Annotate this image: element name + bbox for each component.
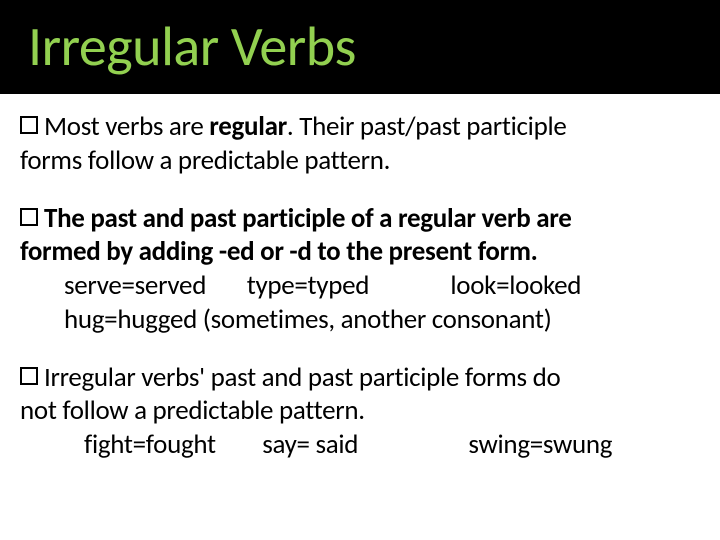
p1-lead: Most verbs are — [44, 110, 209, 143]
bullet-square-icon — [20, 367, 38, 385]
p2-bold1: The past and past participle of a regula… — [44, 202, 572, 235]
content-area: Most verbs are regular. Their past/past … — [0, 94, 720, 462]
bullet-square-icon — [20, 208, 38, 226]
p3-line1: Irregular verbs' past and past participl… — [44, 361, 560, 394]
p1-bold: regular — [209, 110, 287, 143]
p2-bold2: formed by adding -ed or -d to the presen… — [20, 235, 538, 268]
p2-example1: serve=served type=typed look=looked — [20, 269, 700, 303]
paragraph-1: Most verbs are regular. Their past/past … — [20, 110, 700, 178]
p1-rest1: . Their past/past participle — [287, 110, 567, 143]
p3-line2: not follow a predictable pattern. — [20, 394, 365, 427]
title-bar: Irregular Verbs — [0, 0, 720, 94]
p3-example1: fight=fought say= said swing=swung — [20, 428, 700, 462]
paragraph-2: The past and past participle of a regula… — [20, 202, 700, 337]
p2-example2: hug=hugged (sometimes, another consonant… — [20, 303, 700, 337]
paragraph-3: Irregular verbs' past and past participl… — [20, 361, 700, 462]
slide-title: Irregular Verbs — [28, 13, 356, 81]
bullet-square-icon — [20, 116, 38, 134]
p1-line2: forms follow a predictable pattern. — [20, 144, 390, 177]
